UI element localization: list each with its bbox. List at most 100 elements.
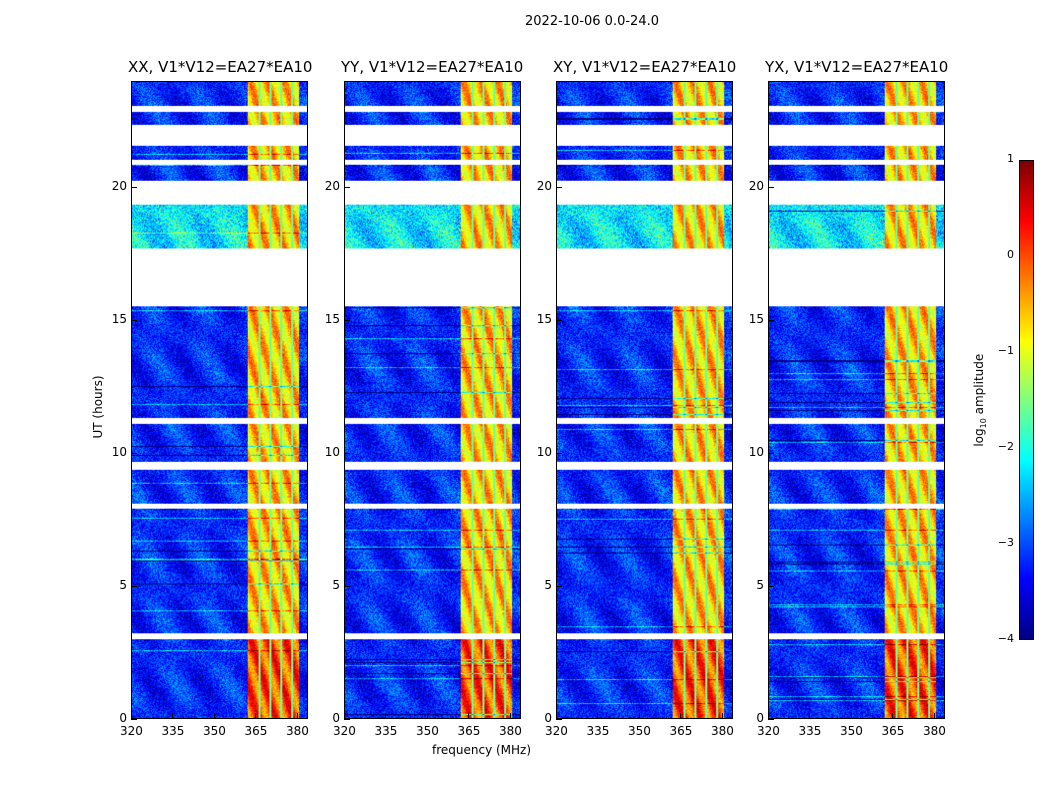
x-tick-label: 335 [586, 724, 610, 738]
x-tick-label: 365 [244, 724, 268, 738]
x-tick [426, 713, 428, 719]
y-tick [556, 586, 562, 588]
spectrogram-panel-yy [344, 81, 521, 719]
y-tick-label: 10 [324, 445, 340, 460]
x-tick [721, 713, 723, 719]
colorbar-label-rest: amplitude [971, 353, 986, 419]
y-tick-label: 0 [544, 711, 552, 725]
colorbar [1019, 160, 1034, 640]
x-tick [597, 713, 599, 719]
y-tick-label: 10 [111, 445, 127, 460]
y-tick-label: 0 [756, 711, 764, 725]
spectrogram-image [345, 82, 520, 718]
x-tick-label: 320 [545, 724, 568, 738]
panel-title: YY, V1*V12=EA27*EA10 [341, 58, 524, 76]
y-axis-label: UT (hours) [91, 375, 105, 439]
x-tick [809, 713, 811, 719]
y-tick-label: 15 [111, 312, 127, 327]
spectrogram-image [557, 82, 732, 718]
colorbar-tick-label: −3 [997, 536, 1014, 549]
y-tick [768, 187, 774, 189]
colorbar-tick-label: 1 [1007, 152, 1014, 165]
x-tick-label: 380 [922, 724, 946, 738]
panel-title: XX, V1*V12=EA27*EA10 [128, 58, 313, 76]
y-tick-label: 20 [536, 179, 552, 194]
y-tick-label: 15 [324, 312, 340, 327]
y-tick [131, 187, 137, 189]
x-tick [468, 713, 470, 719]
colorbar-label-sub: 10 [979, 418, 989, 429]
x-tick-label: 320 [757, 724, 780, 738]
y-tick-label: 20 [748, 179, 764, 194]
x-tick [680, 713, 682, 719]
spectrogram-panel-xx [131, 81, 308, 719]
x-tick [638, 713, 640, 719]
x-tick-label: 365 [669, 724, 693, 738]
x-tick-label: 335 [161, 724, 185, 738]
x-tick-label: 350 [202, 724, 226, 738]
y-tick [768, 586, 774, 588]
colorbar-label: log10 amplitude [972, 350, 988, 450]
y-tick [768, 719, 774, 720]
y-tick-label: 15 [536, 312, 552, 327]
x-tick-label: 350 [627, 724, 651, 738]
y-tick [131, 586, 137, 588]
x-tick-label: 380 [710, 724, 734, 738]
colorbar-tick-label: −2 [997, 440, 1014, 453]
y-tick [344, 187, 350, 189]
spectrogram-panel-xy [556, 81, 733, 719]
spectrogram-panel-yx [768, 81, 945, 719]
x-tick [344, 713, 345, 719]
panel-title: YX, V1*V12=EA27*EA10 [765, 58, 949, 76]
figure-title: 2022-10-06 0.0-24.0 [525, 14, 659, 29]
x-tick [255, 713, 257, 719]
x-tick-label: 380 [498, 724, 522, 738]
y-tick-label: 15 [748, 312, 764, 327]
spectrogram-image [132, 82, 307, 718]
y-tick-label: 5 [332, 578, 340, 593]
y-tick [768, 320, 774, 322]
x-tick-label: 335 [374, 724, 398, 738]
panel-title: XY, V1*V12=EA27*EA10 [553, 58, 737, 76]
x-tick [933, 713, 935, 719]
x-tick-label: 365 [881, 724, 905, 738]
x-tick [509, 713, 511, 719]
x-tick-label: 335 [798, 724, 822, 738]
colorbar-tick-label: −4 [997, 632, 1014, 645]
colorbar-tick-label: 0 [1007, 248, 1014, 261]
y-tick [131, 320, 137, 322]
colorbar-label-main: log [971, 428, 986, 447]
y-tick [556, 719, 562, 720]
x-tick [172, 713, 174, 719]
x-tick-label: 320 [120, 724, 143, 738]
y-tick-label: 0 [332, 711, 340, 725]
y-tick-label: 10 [536, 445, 552, 460]
x-tick [131, 713, 132, 719]
x-tick-label: 380 [285, 724, 309, 738]
y-tick [768, 453, 774, 455]
y-tick [556, 453, 562, 455]
y-tick-label: 20 [324, 179, 340, 194]
x-axis-label: frequency (MHz) [432, 743, 532, 757]
x-tick-label: 350 [415, 724, 439, 738]
y-tick [344, 719, 350, 720]
x-tick [850, 713, 852, 719]
y-tick [556, 187, 562, 189]
y-tick-label: 5 [119, 578, 127, 593]
x-tick [892, 713, 894, 719]
x-tick-label: 320 [333, 724, 356, 738]
colorbar-tick-label: −1 [997, 344, 1014, 357]
x-tick [296, 713, 298, 719]
y-tick-label: 10 [748, 445, 764, 460]
y-tick-label: 5 [756, 578, 764, 593]
x-tick [556, 713, 557, 719]
y-tick [131, 453, 137, 455]
x-tick [768, 713, 769, 719]
y-tick [344, 453, 350, 455]
x-tick [213, 713, 215, 719]
y-tick [344, 320, 350, 322]
x-tick-label: 365 [457, 724, 481, 738]
y-tick [131, 719, 137, 720]
x-tick [385, 713, 387, 719]
